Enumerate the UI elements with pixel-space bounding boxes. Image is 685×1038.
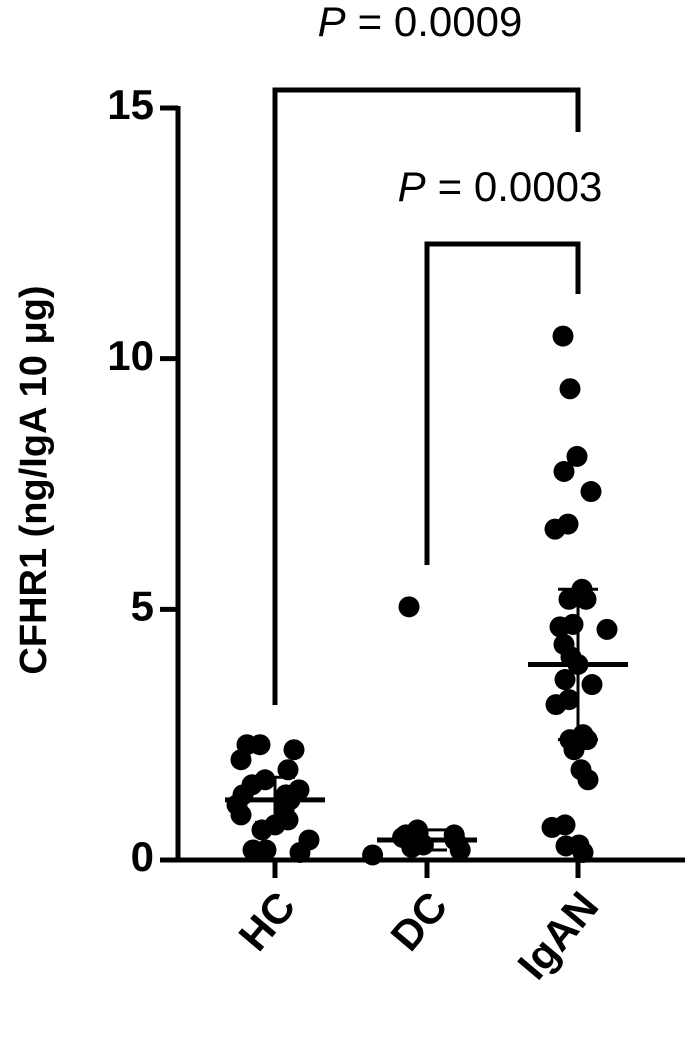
data-point <box>563 739 585 761</box>
data-point <box>362 844 384 866</box>
p-value: P = 0.0003 <box>398 163 603 210</box>
data-point <box>553 460 575 482</box>
data-point <box>549 616 571 638</box>
data-point <box>555 835 577 857</box>
p-value: P = 0.0009 <box>318 0 523 45</box>
data-point <box>572 841 594 863</box>
data-point <box>230 804 252 826</box>
p-symbol: P <box>398 163 426 210</box>
data-point <box>554 669 576 691</box>
x-tick-label: IgAN <box>508 883 607 988</box>
data-point <box>449 839 471 861</box>
data-point <box>558 588 580 610</box>
data-point <box>251 819 273 841</box>
data-point <box>283 739 305 761</box>
x-tick-label: HC <box>229 883 304 960</box>
y-tick-label: 10 <box>107 332 154 379</box>
data-point <box>545 694 567 716</box>
data-point <box>289 841 311 863</box>
data-point <box>398 596 420 618</box>
data-point <box>541 816 563 838</box>
data-point <box>242 839 264 861</box>
significance-bracket <box>424 241 581 565</box>
data-point <box>544 518 566 540</box>
data-point <box>277 759 299 781</box>
p-symbol: P <box>318 0 346 45</box>
y-tick-label: 5 <box>131 582 154 629</box>
x-tick-label: DC <box>381 883 456 960</box>
data-point <box>581 674 603 696</box>
data-point <box>230 749 252 771</box>
y-tick-label: 15 <box>107 81 154 128</box>
data-point <box>566 445 588 467</box>
y-axis-label: CFHR1 (ng/IgA 10 μg) <box>13 285 55 674</box>
p-text: = 0.0003 <box>438 163 603 210</box>
data-point <box>580 481 602 503</box>
data-point <box>575 588 597 610</box>
p-text: = 0.0009 <box>358 0 523 45</box>
significance-bracket <box>272 87 581 705</box>
data-point <box>559 378 581 400</box>
data-point <box>577 769 599 791</box>
y-tick-label: 0 <box>131 833 154 880</box>
data-point <box>596 618 618 640</box>
data-point <box>552 325 574 347</box>
